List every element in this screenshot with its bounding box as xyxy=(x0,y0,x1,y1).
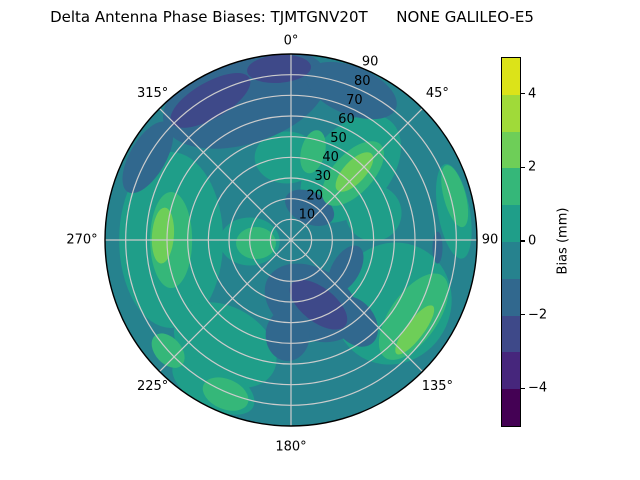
radial-tick-label-40: 40 xyxy=(322,150,339,165)
angular-tick-label-90: 90 xyxy=(482,233,499,248)
colorbar-tick-mark-2 xyxy=(520,167,525,168)
radial-tick-label-10: 10 xyxy=(299,207,316,222)
colorbar-band--4-to--3 xyxy=(502,352,520,389)
colorbar-axis-label: Bias (mm) xyxy=(556,208,571,275)
colorbar-band--2-to--1 xyxy=(502,279,520,316)
contour-region-south-low-s xyxy=(266,309,310,361)
radial-tick-label-90: 90 xyxy=(362,55,379,70)
colorbar-band-1-to-2 xyxy=(502,168,520,205)
colorbar-tick-label-2: 2 xyxy=(528,161,536,174)
angular-tick-label-45: 45° xyxy=(426,86,449,101)
angular-tick-label-270: 270° xyxy=(66,233,97,248)
colorbar-tick-label-0: 0 xyxy=(528,235,536,248)
colorbar-tick-mark-4 xyxy=(520,93,525,94)
radial-tick-label-20: 20 xyxy=(307,188,324,203)
polar-plot: 0°45°90135°180°225°270°315°1020304050607… xyxy=(0,0,640,480)
colorbar-tick-label--2: −2 xyxy=(528,308,547,321)
angular-tick-label-135: 135° xyxy=(422,379,453,394)
figure: Delta Antenna Phase Biases: TJMTGNV20T N… xyxy=(0,0,640,480)
colorbar-band-4-to-5 xyxy=(502,58,520,95)
colorbar-tick-label--4: −4 xyxy=(528,382,547,395)
angular-tick-label-0: 0° xyxy=(284,34,299,49)
radial-tick-label-80: 80 xyxy=(354,74,371,89)
colorbar-tick-mark--2 xyxy=(520,314,525,315)
angular-tick-label-225: 225° xyxy=(137,379,168,394)
colorbar-band-2-to-3 xyxy=(502,132,520,169)
colorbar-band-3-to-4 xyxy=(502,95,520,132)
colorbar-band--3-to--2 xyxy=(502,316,520,353)
colorbar-band--5-to--4 xyxy=(502,389,520,426)
colorbar-tick-label-4: 4 xyxy=(528,87,536,100)
radial-tick-label-60: 60 xyxy=(338,112,355,127)
colorbar-tick-mark--4 xyxy=(520,388,525,389)
colorbar-tick-mark-0 xyxy=(520,240,525,241)
radial-tick-label-50: 50 xyxy=(330,131,347,146)
angular-tick-label-315: 315° xyxy=(137,86,168,101)
radial-tick-label-30: 30 xyxy=(314,169,331,184)
polar-grid xyxy=(105,54,477,426)
colorbar-band-0-to-1 xyxy=(502,205,520,242)
colorbar xyxy=(501,57,521,427)
colorbar-band--1-to-0 xyxy=(502,242,520,279)
angular-tick-label-180: 180° xyxy=(275,440,306,455)
radial-tick-label-70: 70 xyxy=(346,93,363,108)
